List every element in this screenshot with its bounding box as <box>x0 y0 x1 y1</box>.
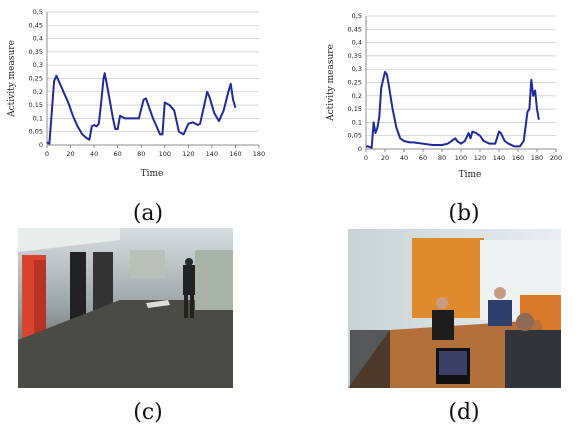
x-tick-label: 0 <box>364 154 368 162</box>
y-tick-label: 0,4 <box>352 39 362 47</box>
y-tick-label: 0,2 <box>352 92 362 100</box>
x-tick-label: 20 <box>66 150 74 158</box>
photo-corridor <box>18 228 233 388</box>
y-tick-label: 0,2 <box>33 88 43 96</box>
x-tick-label: 160 <box>229 150 241 158</box>
y-tick-label: 0,4 <box>33 35 43 43</box>
y-tick-label: 0 <box>39 141 43 149</box>
y-tick-label: 0,15 <box>348 105 362 113</box>
y-tick-label: 0,35 <box>348 52 362 60</box>
x-tick-label: 100 <box>455 154 467 162</box>
y-axis-label: Activity measure <box>326 44 336 122</box>
x-tick-label: 120 <box>182 150 194 158</box>
y-axis-label: Activity measure <box>7 40 17 118</box>
data-line <box>47 73 235 143</box>
x-tick-label: 60 <box>114 150 122 158</box>
y-tick-label: 0,3 <box>352 65 362 73</box>
x-tick-label: 180 <box>253 150 265 158</box>
x-axis-label: Time <box>141 169 164 179</box>
y-tick-label: 0,35 <box>29 48 43 56</box>
y-tick-label: 0,5 <box>352 12 362 20</box>
photo-meeting-room <box>348 229 561 388</box>
y-tick-label: 0,3 <box>33 61 43 69</box>
data-line <box>366 72 539 148</box>
y-tick-label: 0,05 <box>29 128 43 136</box>
y-tick-label: 0,25 <box>29 75 43 83</box>
caption: (b) <box>448 201 479 226</box>
x-tick-label: 140 <box>493 154 505 162</box>
y-tick-label: 0 <box>358 145 362 153</box>
y-tick-label: 0,5 <box>33 8 43 16</box>
x-tick-label: 140 <box>206 150 218 158</box>
y-tick-label: 0,45 <box>29 21 43 29</box>
x-tick-label: 160 <box>512 154 524 162</box>
y-tick-label: 0,1 <box>33 114 43 122</box>
y-tick-label: 0,05 <box>348 132 362 140</box>
caption: (c) <box>133 400 163 425</box>
x-tick-label: 180 <box>531 154 543 162</box>
x-tick-label: 200 <box>550 154 562 162</box>
x-tick-label: 80 <box>137 150 145 158</box>
x-tick-label: 60 <box>419 154 427 162</box>
x-tick-label: 40 <box>90 150 98 158</box>
y-tick-label: 0,1 <box>352 118 362 126</box>
x-tick-label: 0 <box>45 150 49 158</box>
figure: (a) (b) (c) (d) 0 0,05 0,1 0,15 0,2 0,25 0,3 0,… <box>0 0 579 428</box>
y-tick-label: 0,45 <box>348 25 362 33</box>
caption: (d) <box>448 400 479 425</box>
y-tick-label: 0,15 <box>29 101 43 109</box>
y-tick-label: 0,25 <box>348 79 362 87</box>
x-tick-label: 40 <box>400 154 408 162</box>
x-tick-label: 80 <box>438 154 446 162</box>
caption: (a) <box>133 201 163 226</box>
x-axis-label: Time <box>459 170 482 180</box>
x-tick-label: 120 <box>474 154 486 162</box>
x-tick-label: 100 <box>159 150 171 158</box>
x-tick-label: 20 <box>381 154 389 162</box>
figure-canvas: (a) (b) (c) (d) 0 0,05 0,1 0,15 0,2 0,25 0,3 0,… <box>0 0 579 428</box>
